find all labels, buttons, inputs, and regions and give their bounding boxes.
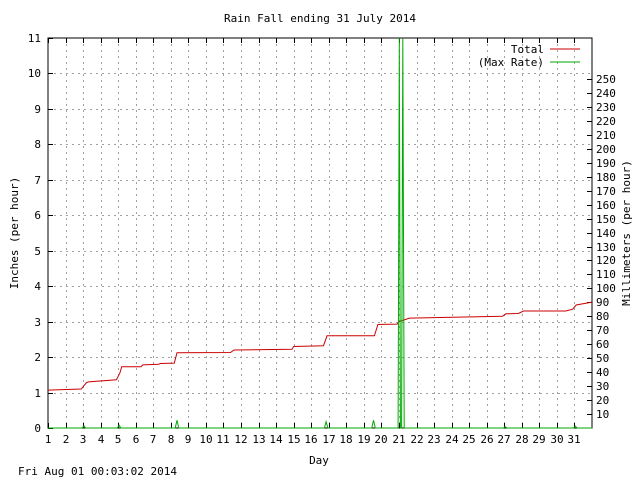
x-tick-label: 14 [269,433,283,446]
axis-ticks: 1 2 3 4 5 6 7 8 9 10 11 12 13 14 15 16 17 18 19 20 21 22 23 24 2… [28,32,616,446]
x-tick-label: 20 [374,433,387,446]
x-tick-label: 17 [322,433,335,446]
x-tick-label: 31 [567,433,580,446]
y2-tick-label: 220 [596,115,616,128]
y2-tick-label: 190 [596,157,616,170]
y2-tick-label: 30 [596,380,609,393]
x-tick-label: 5 [115,433,122,446]
y-tick-label: 9 [34,103,41,116]
x-tick-label: 22 [410,433,423,446]
x-tick-label: 12 [234,433,247,446]
y2-tick-label: 160 [596,199,616,212]
y-tick-label: 5 [34,245,41,258]
x-tick-label: 7 [150,433,157,446]
x-tick-label: 11 [216,433,229,446]
y2-tick-label: 60 [596,338,609,351]
x-tick-label: 10 [199,433,212,446]
x-tick-label: 23 [427,433,440,446]
x-tick-label: 13 [252,433,265,446]
y2-tick-label: 250 [596,73,616,86]
y2-tick-label: 120 [596,254,616,267]
x-tick-label: 29 [532,433,545,446]
y-tick-label: 2 [34,351,41,364]
y2-tick-label: 240 [596,87,616,100]
y2-tick-label: 70 [596,324,609,337]
y-tick-label: 4 [34,280,41,293]
x-tick-label: 30 [550,433,563,446]
y2-tick-label: 50 [596,352,609,365]
x-tick-label: 27 [497,433,510,446]
y2-axis-label: Millimeters (per hour) [620,160,633,306]
y-tick-label: 10 [28,67,41,80]
y2-tick-label: 110 [596,268,616,281]
chart-title: Rain Fall ending 31 July 2014 [224,12,416,25]
y2-tick-label: 100 [596,282,616,295]
timestamp: Fri Aug 01 00:03:02 2014 [18,465,177,478]
y-tick-label: 3 [34,316,41,329]
y2-tick-label: 10 [596,408,609,421]
x-tick-label: 26 [480,433,493,446]
y2-tick-label: 170 [596,185,616,198]
series-line [47,301,593,391]
legend-label: Total [511,43,544,56]
x-tick-label: 16 [304,433,317,446]
x-tick-label: 24 [445,433,459,446]
x-tick-label: 4 [98,433,105,446]
y-tick-label: 11 [28,32,41,45]
x-tick-label: 6 [133,433,140,446]
legend: Total(Max Rate) [478,43,580,69]
grid-lines [48,38,592,428]
x-tick-label: 2 [63,433,70,446]
y2-tick-label: 90 [596,296,609,309]
y-tick-label: 8 [34,138,41,151]
x-tick-label: 9 [185,433,192,446]
y2-tick-label: 140 [596,227,616,240]
x-tick-label: 25 [462,433,475,446]
series-line [48,37,592,429]
y2-tick-label: 230 [596,101,616,114]
y-tick-label: 1 [34,387,41,400]
y-axis-label: Inches (per hour) [8,177,21,290]
x-tick-label: 1 [45,433,52,446]
x-tick-label: 3 [80,433,87,446]
x-axis-label: Day [309,454,329,467]
y2-tick-label: 130 [596,241,616,254]
x-tick-label: 15 [287,433,300,446]
y2-tick-label: 40 [596,366,609,379]
y2-tick-label: 210 [596,129,616,142]
y2-tick-label: 180 [596,171,616,184]
series-layer [47,37,593,429]
y-tick-label: 0 [34,422,41,435]
x-tick-label: 18 [339,433,352,446]
y-tick-label: 7 [34,174,41,187]
y2-tick-label: 20 [596,394,609,407]
y2-tick-label: 200 [596,143,616,156]
plot-border [47,37,593,429]
y-tick-label: 6 [34,209,41,222]
y2-tick-label: 150 [596,213,616,226]
x-tick-label: 8 [168,433,175,446]
legend-label: (Max Rate) [478,56,544,69]
x-tick-label: 21 [392,433,405,446]
x-tick-label: 19 [357,433,370,446]
y2-tick-label: 80 [596,310,609,323]
x-tick-label: 28 [515,433,528,446]
